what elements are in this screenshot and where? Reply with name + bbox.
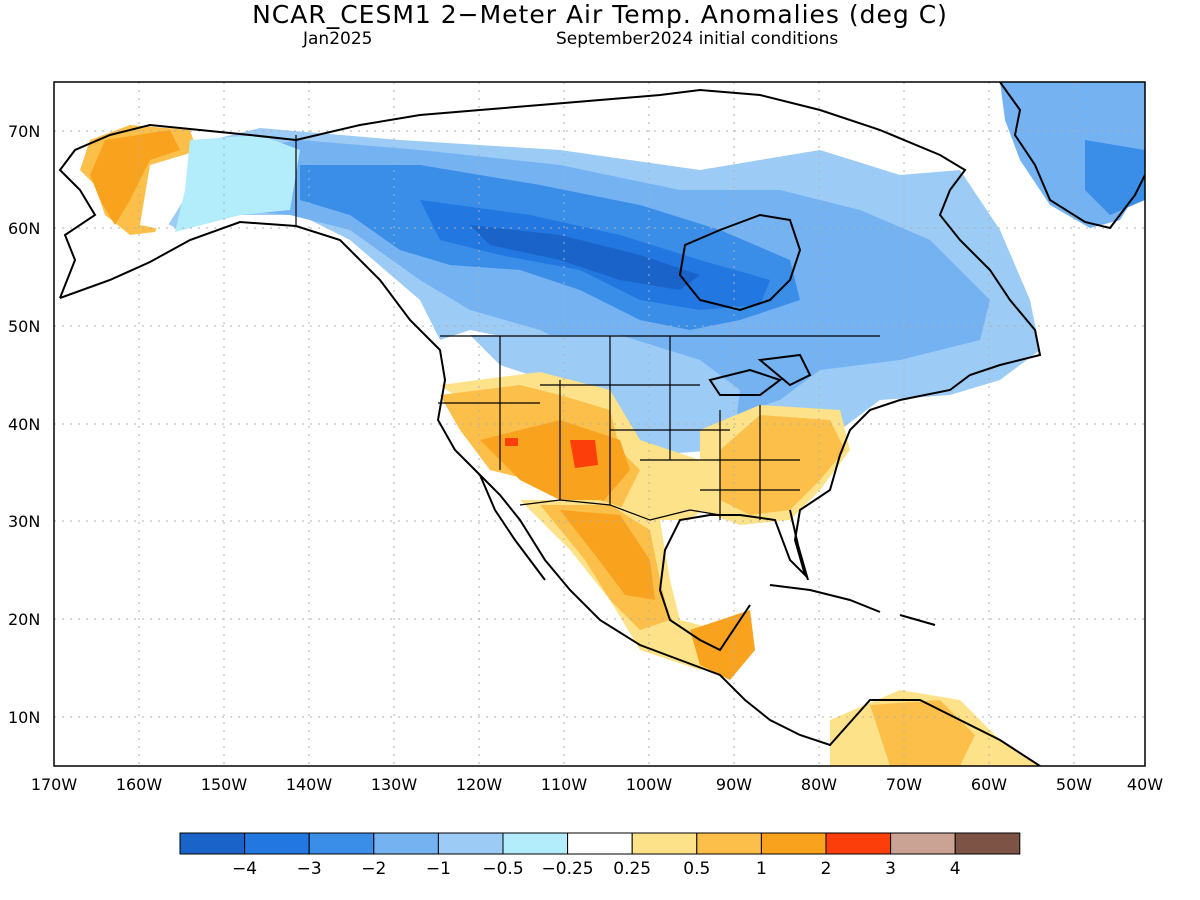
colorbar-tick-label: 2 [821,859,832,879]
political-borders [295,135,880,521]
colorbar-tick-label: −0.25 [542,859,594,879]
hot-spot-nevada [505,438,518,446]
colorbar-tick-label: −4 [232,859,257,879]
warm-region-mexico-core [560,510,655,600]
longitude-labels: 170W 160W 150W 140W 130W 120W 110W 100W … [31,775,1163,794]
colorbar-swatch [760,832,827,855]
colorbar-swatch [437,832,504,855]
colorbar-tick-label: 4 [950,859,961,879]
colorbar-swatch [373,832,439,855]
lon-label: 140W [286,775,333,794]
lat-label: 50N [8,317,40,336]
colorbar [179,832,1021,855]
colorbar-tick-label: 0.25 [613,859,651,879]
colorbar-tick-label: −1 [426,859,451,879]
anomaly-field [80,82,1145,766]
colorbar-tick-label: 0.5 [683,859,710,879]
colorbar-swatch [696,832,762,855]
lat-label: 40N [8,415,40,434]
cool-region-alaska [175,135,300,232]
map-title: NCAR_CESM1 2−Meter Air Temp. Anomalies (… [252,0,948,29]
lat-label: 30N [8,512,40,531]
lon-label: 80W [801,775,837,794]
colorbar-tick-label: −3 [297,859,322,879]
colorbar-tick-label: 3 [885,859,896,879]
lon-label: 150W [201,775,248,794]
colorbar-swatch [825,832,892,855]
colorbar-tick-label: 1 [756,859,767,879]
lon-label: 70W [886,775,922,794]
colorbar-swatch [502,832,569,855]
lon-label: 90W [716,775,752,794]
latitude-labels: 70N 60N 50N 40N 30N 20N 10N [8,122,40,727]
warm-region-south-america [870,700,975,766]
lat-label: 10N [8,708,40,727]
colorbar-swatch [308,832,375,855]
colorbar-swatch [954,832,1021,855]
colorbar-tick-label: −2 [361,859,386,879]
lon-label: 40W [1127,775,1163,794]
colorbar-swatch [631,832,698,855]
lon-label: 60W [971,775,1007,794]
lat-label: 20N [8,610,40,629]
lon-label: 130W [371,775,418,794]
lat-label: 70N [8,122,40,141]
lon-label: 110W [541,775,588,794]
colorbar-swatch [179,832,246,855]
lon-label: 50W [1056,775,1092,794]
lon-label: 170W [31,775,78,794]
lon-label: 120W [456,775,503,794]
lon-label: 160W [116,775,163,794]
colorbar-swatch [890,832,956,855]
cold-region-canada-deepest [470,225,700,290]
map-frame [53,81,1146,767]
colorbar-labels: −4 −3 −2 −1 −0.5 −0.25 0.25 0.5 1 2 3 4 [232,859,961,879]
colorbar-swatch [244,832,310,855]
cold-region-greenland-core [1085,140,1145,215]
colorbar-tick-label: −0.5 [482,859,523,879]
lon-label: 100W [626,775,673,794]
warm-region-alaska-core [90,130,180,225]
valid-month-label: Jan2025 [303,29,373,49]
init-conditions-label: September2024 initial conditions [556,29,839,49]
colorbar-swatch [567,832,633,855]
lat-label: 60N [8,219,40,238]
hot-spot-four-corners [570,440,598,468]
